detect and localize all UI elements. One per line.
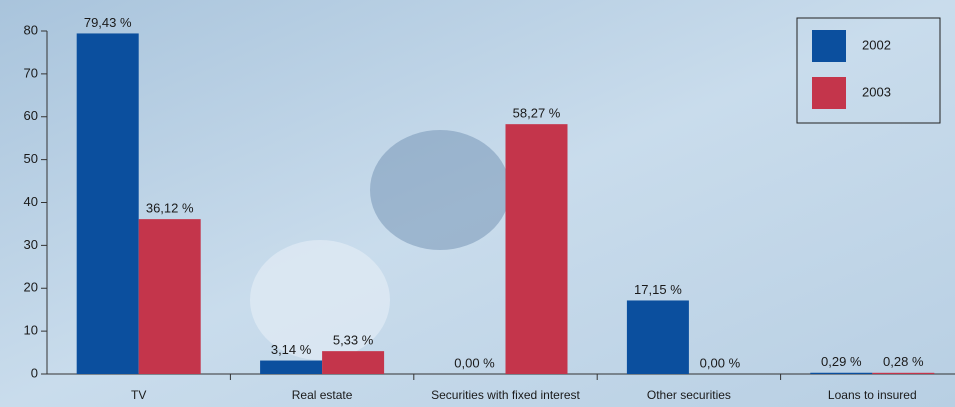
y-tick-label: 80	[24, 22, 38, 37]
bar	[626, 300, 689, 374]
value-label: 17,15 %	[634, 282, 682, 297]
bar	[322, 351, 385, 374]
y-tick-label: 0	[31, 365, 38, 380]
bar	[76, 33, 139, 374]
y-tick-label: 40	[24, 194, 38, 209]
value-label: 0,00 %	[700, 355, 741, 370]
value-label: 0,29 %	[821, 354, 862, 369]
value-label: 0,00 %	[454, 355, 495, 370]
y-tick-label: 70	[24, 65, 38, 80]
bar	[260, 360, 323, 374]
y-tick-label: 20	[24, 280, 38, 295]
bar	[872, 372, 935, 374]
value-label: 58,27 %	[513, 106, 561, 121]
x-tick-label: Real estate	[292, 388, 353, 402]
bar	[138, 219, 201, 374]
x-tick-label: Loans to insured	[828, 388, 917, 402]
value-label: 3,14 %	[271, 342, 312, 357]
value-label: 0,28 %	[883, 354, 924, 369]
value-label: 79,43 %	[84, 15, 132, 30]
value-label: 5,33 %	[333, 333, 374, 348]
legend-swatch	[812, 30, 846, 62]
background-photo	[370, 130, 510, 250]
x-tick-label: TV	[131, 388, 146, 402]
y-tick-label: 30	[24, 237, 38, 252]
x-tick-label: Securities with fixed interest	[431, 388, 580, 402]
x-tick-label: Other securities	[647, 388, 731, 402]
legend-label: 2003	[862, 84, 891, 99]
bar	[810, 372, 873, 374]
y-tick-label: 60	[24, 108, 38, 123]
bar	[505, 124, 568, 374]
y-tick-label: 10	[24, 323, 38, 338]
background-photo	[250, 240, 390, 360]
legend-swatch	[812, 77, 846, 109]
legend-label: 2002	[862, 37, 891, 52]
value-label: 36,12 %	[146, 201, 194, 216]
legend-box	[796, 17, 941, 124]
y-tick-label: 50	[24, 151, 38, 166]
